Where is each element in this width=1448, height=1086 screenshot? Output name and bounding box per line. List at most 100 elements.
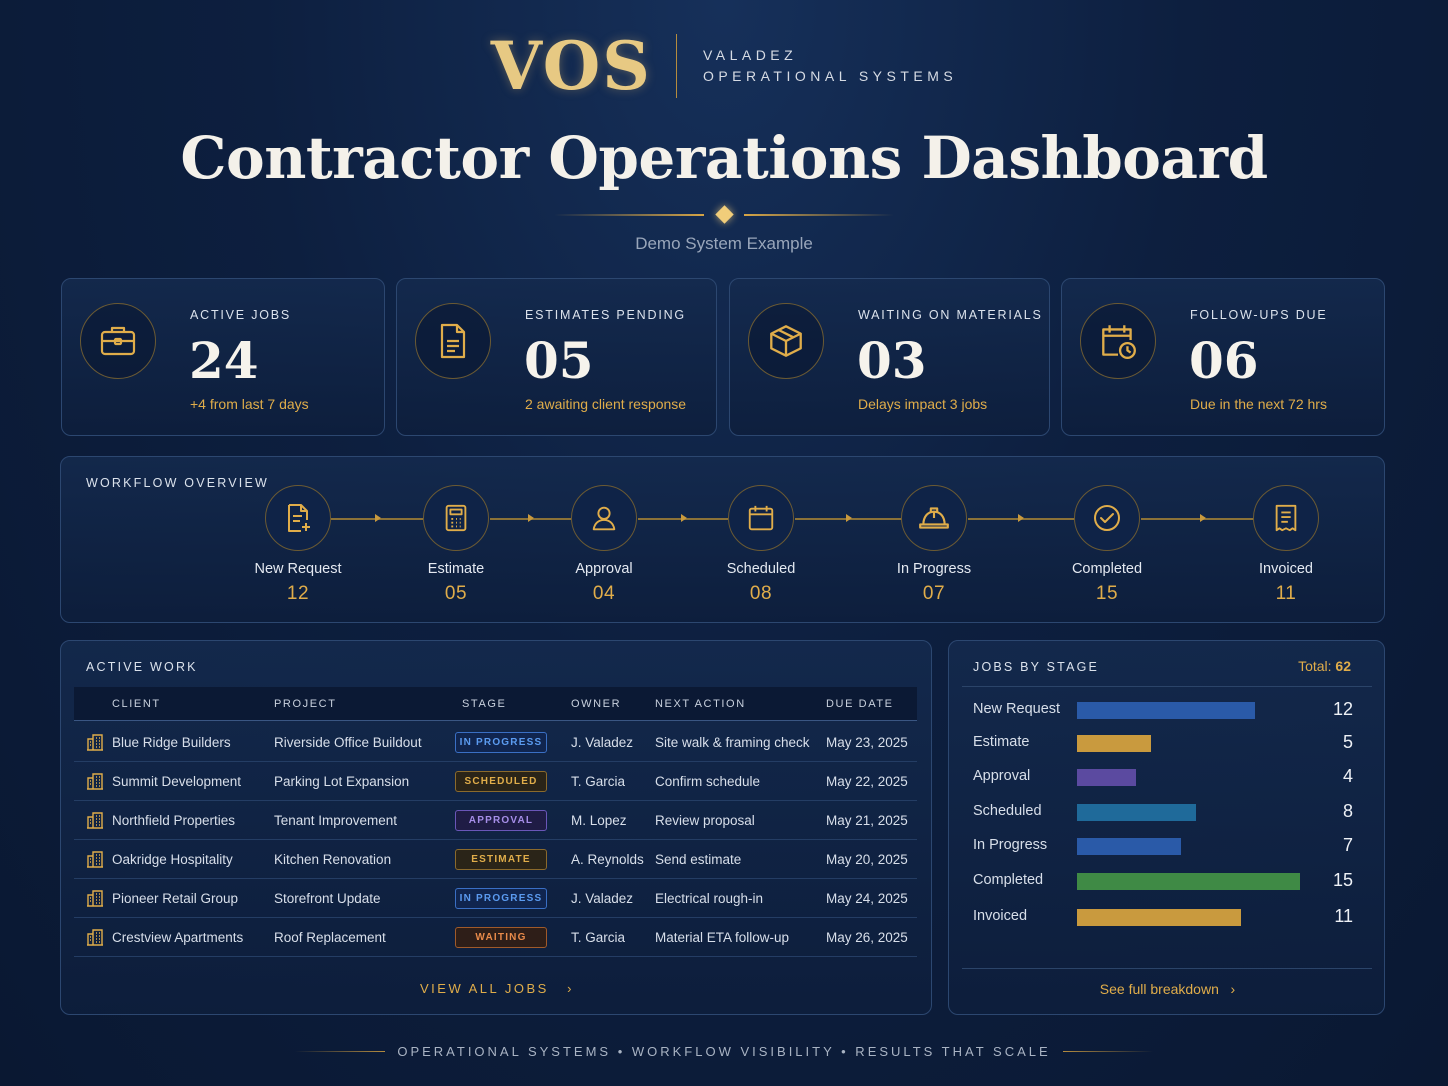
- bar: [1077, 909, 1241, 926]
- column-header[interactable]: CLIENT: [112, 698, 161, 710]
- stat-card-estimates-pending[interactable]: ESTIMATES PENDING 05 2 awaiting client r…: [396, 278, 717, 436]
- cell-owner: J. Valadez: [571, 735, 634, 750]
- building-icon: [86, 850, 104, 873]
- cell-project: Parking Lot Expansion: [274, 774, 410, 789]
- diamond-ornament: [715, 205, 734, 224]
- bar: [1077, 769, 1136, 786]
- cell-client: Oakridge Hospitality: [112, 852, 233, 867]
- vos-logo: VOS: [490, 27, 652, 105]
- cell-next-action: Material ETA follow-up: [655, 930, 790, 945]
- bar: [1077, 873, 1300, 890]
- brand-line-1: VALADEZ: [702, 47, 798, 63]
- footer-tagline: OPERATIONAL SYSTEMS • WORKFLOW VISIBILIT…: [0, 1044, 1448, 1059]
- cell-client: Crestview Apartments: [112, 930, 244, 945]
- table-header: CLIENT PROJECT STAGE OWNER NEXT ACTION D…: [74, 687, 917, 721]
- bar-row[interactable]: Scheduled 8: [973, 800, 1363, 824]
- stat-note: 2 awaiting client response: [525, 396, 687, 412]
- check-circle-icon: [1074, 485, 1140, 551]
- step-name: Invoiced: [1258, 561, 1313, 577]
- bar-row[interactable]: Approval 4: [973, 765, 1363, 789]
- cell-client: Blue Ridge Builders: [112, 735, 231, 750]
- cell-project: Kitchen Renovation: [274, 852, 392, 867]
- cell-next-action: Review proposal: [655, 813, 755, 828]
- title-divider: [554, 205, 894, 224]
- step-count: 07: [922, 583, 946, 604]
- person-icon: [571, 485, 637, 551]
- stat-card-waiting-materials[interactable]: WAITING ON MATERIALS 03 Delays impact 3 …: [729, 278, 1050, 436]
- bar-row[interactable]: Completed 15: [973, 869, 1363, 893]
- bar-value: 5: [1342, 732, 1353, 752]
- building-icon: [86, 733, 104, 756]
- table-row[interactable]: Northfield Properties Tenant Improvement M…: [74, 801, 917, 840]
- bar: [1077, 804, 1196, 821]
- chevron-right-icon: ›: [1230, 981, 1236, 997]
- building-icon: [86, 772, 104, 795]
- cell-next-action: Confirm schedule: [655, 774, 761, 789]
- arrow-icon: [528, 514, 534, 522]
- status-badge: WAITING: [455, 927, 547, 948]
- bar-label: Estimate: [973, 734, 1030, 750]
- stat-label: WAITING ON MATERIALS: [858, 308, 1043, 322]
- bar-row[interactable]: Invoiced 11: [973, 905, 1363, 929]
- cell-due: May 20, 2025: [826, 852, 908, 867]
- bar-label: Invoiced: [973, 908, 1028, 924]
- bar-label: Completed: [973, 872, 1044, 888]
- building-icon: [86, 811, 104, 834]
- brand-divider: [675, 34, 677, 98]
- step-name: New Request: [254, 561, 342, 577]
- cell-due: May 24, 2025: [826, 891, 908, 906]
- see-full-breakdown-link[interactable]: See full breakdown ›: [1099, 981, 1236, 997]
- cell-project: Roof Replacement: [274, 930, 386, 945]
- step-name: Scheduled: [726, 561, 796, 577]
- building-icon: [86, 928, 104, 951]
- table-row[interactable]: Blue Ridge Builders Riverside Office Buil…: [74, 723, 917, 762]
- bar-label: Scheduled: [973, 803, 1042, 819]
- stat-value: 06: [1189, 331, 1259, 390]
- column-header[interactable]: DUE DATE: [826, 698, 894, 710]
- table-row[interactable]: Summit Development Parking Lot Expansion T…: [74, 762, 917, 801]
- chevron-right-icon: ›: [567, 981, 575, 996]
- briefcase-icon: [80, 303, 156, 379]
- table-row[interactable]: Crestview Apartments Roof Replacement T. G…: [74, 918, 917, 957]
- table-row[interactable]: Oakridge Hospitality Kitchen Renovation A.…: [74, 840, 917, 879]
- view-all-jobs-link[interactable]: VIEW ALL JOBS ›: [419, 981, 575, 996]
- calendar-clock-icon: [1080, 303, 1156, 379]
- stat-card-active-jobs[interactable]: ACTIVE JOBS 24 +4 from last 7 days: [61, 278, 385, 436]
- stat-label: ACTIVE JOBS: [190, 308, 292, 322]
- column-header[interactable]: NEXT ACTION: [655, 698, 746, 710]
- column-header[interactable]: STAGE: [462, 698, 507, 710]
- cell-next-action: Site walk & framing check: [655, 735, 810, 750]
- cell-owner: T. Garcia: [571, 930, 626, 945]
- status-badge: ESTIMATE: [455, 849, 547, 870]
- brand-line-2: OPERATIONAL SYSTEMS: [702, 68, 958, 84]
- page-subtitle: Demo System Example: [635, 234, 813, 253]
- jobs-by-stage-panel: JOBS BY STAGE Total: 62 New Request 12 Est…: [948, 640, 1385, 1015]
- bar-row[interactable]: In Progress 7: [973, 834, 1363, 858]
- cell-client: Pioneer Retail Group: [112, 891, 239, 906]
- stat-card-follow-ups[interactable]: FOLLOW-UPS DUE 06 Due in the next 72 hrs: [1061, 278, 1385, 436]
- cell-project: Riverside Office Buildout: [274, 735, 422, 750]
- active-work-panel: ACTIVE WORK CLIENT PROJECT STAGE OWNER N…: [60, 640, 932, 1015]
- step-count: 15: [1095, 583, 1119, 604]
- column-header[interactable]: OWNER: [571, 698, 622, 710]
- cell-due: May 23, 2025: [826, 735, 908, 750]
- cell-project: Storefront Update: [274, 891, 381, 906]
- cell-client: Northfield Properties: [112, 813, 236, 828]
- bar-row[interactable]: Estimate 5: [973, 731, 1363, 755]
- table-row[interactable]: Pioneer Retail Group Storefront Update J. …: [74, 879, 917, 918]
- stat-note: Delays impact 3 jobs: [858, 396, 988, 412]
- arrow-icon: [681, 514, 687, 522]
- cell-due: May 21, 2025: [826, 813, 908, 828]
- bar-label: In Progress: [973, 837, 1048, 853]
- bar-row[interactable]: New Request 12: [973, 698, 1363, 722]
- cell-owner: M. Lopez: [571, 813, 627, 828]
- stat-value: 24: [189, 331, 259, 390]
- status-badge: SCHEDULED: [455, 771, 547, 792]
- step-count: 05: [444, 583, 468, 604]
- column-header[interactable]: PROJECT: [274, 698, 337, 710]
- cell-due: May 26, 2025: [826, 930, 908, 945]
- cell-next-action: Electrical rough-in: [655, 891, 764, 906]
- step-count: 04: [592, 583, 616, 604]
- stat-note: Due in the next 72 hrs: [1190, 396, 1327, 412]
- workflow-title: WORKFLOW OVERVIEW: [86, 476, 270, 490]
